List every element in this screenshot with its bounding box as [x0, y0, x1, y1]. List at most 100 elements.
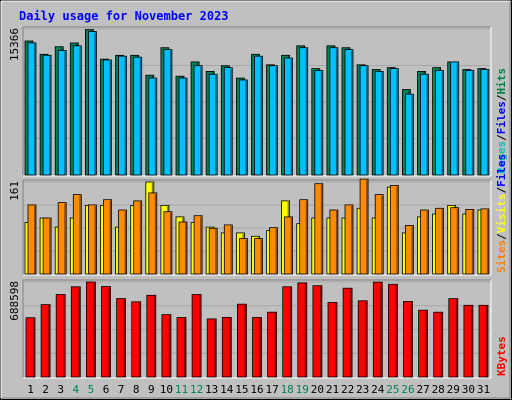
bar-sites-day-19 [299, 199, 309, 275]
bar-sites-day-13 [208, 227, 218, 275]
panel-legend: KBytes [495, 336, 508, 376]
bar-sites-day-25 [389, 184, 399, 275]
bar-kbytes-day-15 [236, 303, 247, 378]
bar-files-day-13 [208, 73, 218, 176]
bar-shade [290, 217, 293, 274]
bar-sites-day-5 [88, 204, 97, 275]
bar-kbytes-day-19 [297, 282, 308, 378]
bar-shade [124, 57, 127, 175]
bar-shade [305, 48, 308, 175]
bar-shade [259, 318, 261, 377]
x-tick-label: 11 [175, 383, 188, 396]
bar-kbytes-day-11 [176, 317, 187, 378]
bar-shade [230, 225, 232, 274]
bar-shade [169, 212, 172, 274]
bar-files-day-14 [223, 67, 233, 176]
bar-shade [486, 306, 488, 377]
legend-item: Files [495, 101, 508, 134]
bar-shade [199, 295, 201, 377]
bar-shade [245, 81, 247, 175]
bar-shade [64, 203, 66, 274]
bar-shade [426, 75, 428, 175]
bar-shade [78, 287, 80, 377]
bar-kbytes-day-23 [357, 300, 368, 378]
x-tick-label: 14 [220, 383, 234, 396]
bar-files-day-10 [163, 49, 173, 176]
bar-files-day-28 [435, 70, 445, 176]
y-max-label: 688598 [8, 281, 21, 321]
bar-sites-day-27 [420, 209, 429, 275]
bar-shade [34, 205, 36, 274]
bar-shade [335, 303, 337, 377]
bar-files-day-15 [238, 79, 248, 176]
x-tick-label: 17 [265, 383, 278, 396]
bar-shade [260, 57, 262, 175]
bar-sites-day-18 [284, 216, 294, 275]
x-tick-label: 20 [311, 383, 324, 396]
bar-shade [94, 32, 96, 175]
bar-sites-day-6 [103, 199, 112, 275]
bar-shade [411, 226, 413, 274]
bar-shade [366, 66, 368, 175]
x-tick-label: 24 [371, 383, 385, 396]
bar-kbytes-day-29 [448, 298, 459, 378]
x-tick-label: 6 [103, 383, 110, 396]
bar-files-day-12 [193, 65, 203, 176]
bar-sites-day-31 [480, 208, 490, 275]
x-tick-label: 1 [27, 383, 34, 396]
x-tick-label: 22 [341, 383, 354, 396]
bar-shade [124, 211, 127, 274]
bar-shade [230, 68, 232, 175]
bar-shade [168, 315, 171, 377]
bar-kbytes-day-24 [372, 281, 383, 378]
bar-shade [351, 205, 353, 274]
bar-sites-day-22 [344, 204, 354, 275]
x-axis-day-labels: 1 2 3 4 5 6 7 8 9 10 11 12 13 14 15 16 17 18 19 20 21 22 23 24 2… [27, 383, 490, 396]
bar-sites-day-8 [133, 200, 143, 275]
bar-shade [245, 239, 247, 274]
bar-shade [486, 209, 489, 274]
x-tick-label: 27 [416, 383, 429, 396]
bar-shade [471, 71, 474, 175]
bar-kbytes-day-6 [101, 286, 111, 378]
bar-shade [139, 201, 142, 274]
bar-shade [441, 71, 444, 175]
bar-shade [440, 313, 443, 377]
bar-shade [319, 286, 322, 377]
legend-item: Files [495, 154, 508, 187]
bar-shade [109, 61, 111, 175]
bar-shade [49, 56, 51, 175]
bar-shade [184, 318, 186, 377]
bar-kbytes-day-30 [463, 304, 474, 378]
legend-separator: / [495, 233, 508, 240]
bar-shade [48, 305, 50, 377]
bar-shade [139, 58, 142, 175]
legend-item: Pages [495, 141, 508, 174]
bar-files-day-23 [359, 65, 369, 176]
panel-legend: Pages/Files/Hits [495, 68, 508, 174]
bar-kbytes-day-10 [161, 314, 172, 378]
bar-kbytes-day-4 [70, 286, 81, 378]
bar-kbytes-day-25 [387, 283, 398, 378]
bar-sites-day-23 [359, 178, 369, 275]
x-tick-label: 8 [133, 383, 140, 396]
bar-sites-day-10 [163, 211, 173, 275]
bar-shade [290, 59, 293, 175]
bar-files-day-5 [88, 31, 97, 176]
bar-shade [381, 72, 383, 175]
legend-item: Hits [495, 68, 508, 95]
x-tick-label: 18 [281, 383, 294, 396]
x-tick-label: 7 [118, 383, 125, 396]
bar-shade [366, 180, 368, 274]
bar-files-day-7 [118, 55, 127, 176]
bar-shade [456, 208, 459, 274]
bar-shade [411, 95, 413, 175]
bar-files-day-31 [480, 69, 490, 176]
bar-kbytes-day-17 [267, 311, 278, 378]
bar-shade [109, 200, 111, 274]
bar-sites-day-16 [254, 238, 263, 275]
x-tick-label: 4 [72, 383, 79, 396]
